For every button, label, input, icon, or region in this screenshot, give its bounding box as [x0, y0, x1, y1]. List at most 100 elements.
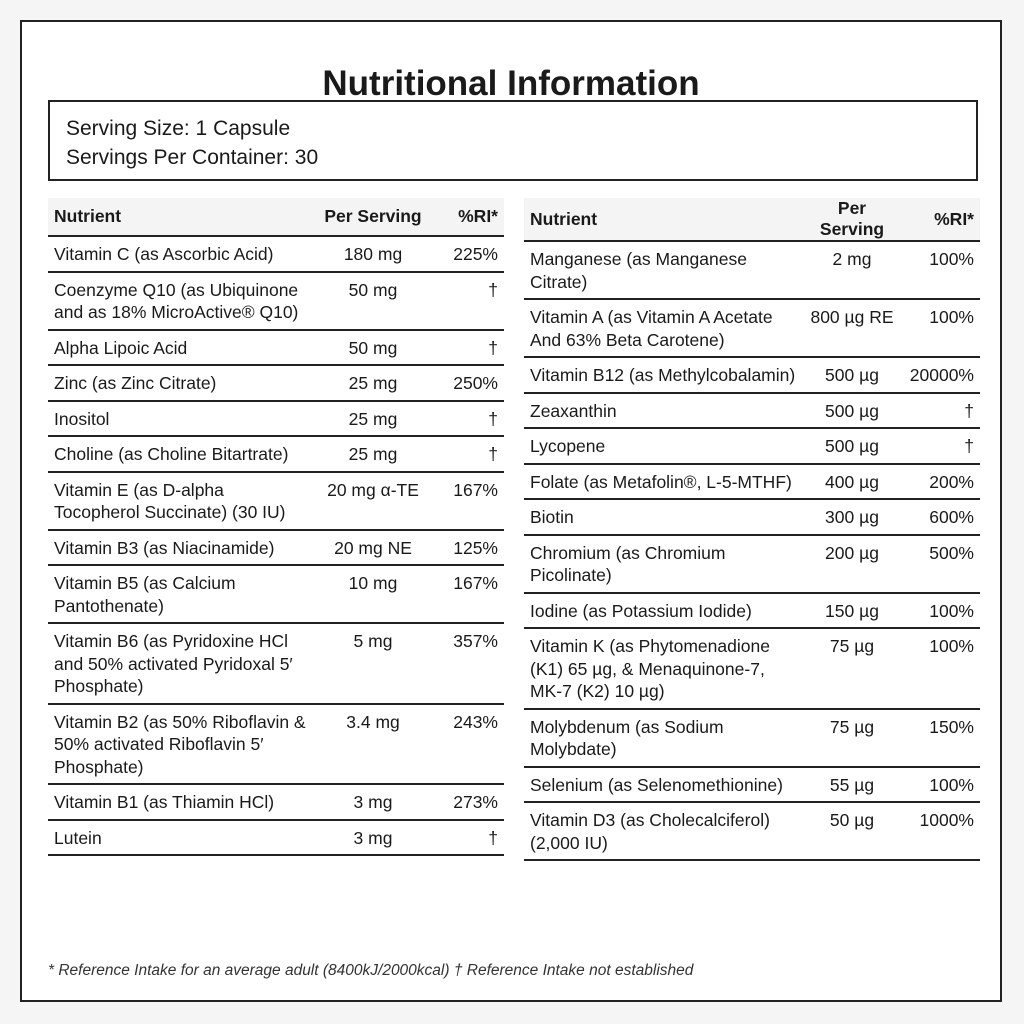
ri-percent: 167%	[428, 471, 504, 531]
nutrient-name: Vitamin B2 (as 50% Riboflavin & 50% acti…	[48, 703, 318, 785]
table-row: Lutein 3 mg †	[48, 819, 504, 856]
nutrient-name: Molybdenum (as Sodium Molybdate)	[524, 708, 804, 768]
ri-percent: 1000%	[900, 802, 980, 861]
ri-percent: 600%	[900, 499, 980, 536]
ri-percent: 273%	[428, 784, 504, 821]
nutrient-table-right: Nutrient Per Serving %RI* Manganese (as …	[524, 198, 980, 861]
per-serving-amount: 55 µg	[804, 766, 900, 803]
table-row: Alpha Lipoic Acid 50 mg †	[48, 329, 504, 366]
table-row: Vitamin K (as Phytomenadione (K1) 65 µg,…	[524, 628, 980, 710]
ri-percent: 100%	[900, 628, 980, 710]
per-serving-amount: 20 mg α-TE	[318, 471, 428, 531]
nutrient-name: Choline (as Choline Bitartrate)	[48, 436, 318, 473]
per-serving-amount: 25 mg	[318, 365, 428, 402]
nutrient-name: Lycopene	[524, 428, 804, 465]
table-row: Vitamin A (as Vitamin A Acetate And 63% …	[524, 299, 980, 358]
per-serving-amount: 75 µg	[804, 708, 900, 768]
per-serving-amount: 800 µg RE	[804, 299, 900, 358]
table-row: Vitamin B12 (as Methylcobalamin) 500 µg 20…	[524, 357, 980, 394]
per-serving-amount: 50 µg	[804, 802, 900, 861]
ri-percent: 100%	[900, 592, 980, 629]
header-ri: %RI*	[900, 198, 980, 242]
header-per-serving: Per Serving	[804, 198, 900, 242]
ri-percent: 100%	[900, 299, 980, 358]
page-title: Nutritional Information	[322, 64, 700, 103]
nutrient-name: Inositol	[48, 400, 318, 437]
per-serving-amount: 500 µg	[804, 428, 900, 465]
ri-percent: †	[428, 329, 504, 366]
per-serving-amount: 3.4 mg	[318, 703, 428, 785]
nutrition-panel: Nutritional Information Serving Size: 1 …	[20, 20, 1002, 1002]
table-row: Lycopene 500 µg †	[524, 428, 980, 465]
nutrient-name: Vitamin B1 (as Thiamin HCl)	[48, 784, 318, 821]
ri-percent: 243%	[428, 703, 504, 785]
table-row: Choline (as Choline Bitartrate) 25 mg †	[48, 436, 504, 473]
table-row: Coenzyme Q10 (as Ubiquinone and as 18% M…	[48, 271, 504, 331]
table-row: Vitamin B6 (as Pyridoxine HCl and 50% ac…	[48, 623, 504, 705]
nutrient-name: Coenzyme Q10 (as Ubiquinone and as 18% M…	[48, 271, 318, 331]
nutrient-name: Vitamin C (as Ascorbic Acid)	[48, 236, 318, 273]
table-row: Iodine (as Potassium Iodide) 150 µg 100%	[524, 592, 980, 629]
per-serving-amount: 20 mg NE	[318, 529, 428, 566]
per-serving-amount: 500 µg	[804, 357, 900, 394]
table-row: Vitamin B2 (as 50% Riboflavin & 50% acti…	[48, 703, 504, 785]
nutrient-name: Vitamin B3 (as Niacinamide)	[48, 529, 318, 566]
table-row: Inositol 25 mg †	[48, 400, 504, 437]
nutrient-name: Manganese (as Manganese Citrate)	[524, 241, 804, 300]
per-serving-amount: 500 µg	[804, 392, 900, 429]
per-serving-amount: 50 mg	[318, 271, 428, 331]
nutrient-name: Zinc (as Zinc Citrate)	[48, 365, 318, 402]
ri-percent: †	[428, 436, 504, 473]
table-row: Molybdenum (as Sodium Molybdate) 75 µg 150…	[524, 708, 980, 768]
nutrient-table-left: Nutrient Per Serving %RI* Vitamin C (as …	[48, 198, 504, 856]
table-row: Vitamin D3 (as Cholecalciferol) (2,000 I…	[524, 802, 980, 861]
header-nutrient: Nutrient	[48, 198, 318, 237]
footnote: * Reference Intake for an average adult …	[48, 962, 694, 979]
nutrient-name: Vitamin K (as Phytomenadione (K1) 65 µg,…	[524, 628, 804, 710]
per-serving-amount: 300 µg	[804, 499, 900, 536]
ri-percent: 167%	[428, 565, 504, 624]
nutrient-name: Iodine (as Potassium Iodide)	[524, 592, 804, 629]
table-row: Vitamin B5 (as Calcium Pantothenate) 10 m…	[48, 565, 504, 624]
nutrient-name: Vitamin E (as D-alpha Tocopherol Succina…	[48, 471, 318, 531]
ri-percent: 225%	[428, 236, 504, 273]
per-serving-amount: 10 mg	[318, 565, 428, 624]
serving-info-box: Serving Size: 1 Capsule Servings Per Con…	[48, 100, 978, 181]
serving-size: Serving Size: 1 Capsule	[66, 117, 291, 140]
per-serving-amount: 5 mg	[318, 623, 428, 705]
nutrient-name: Alpha Lipoic Acid	[48, 329, 318, 366]
table-row: Chromium (as Chromium Picolinate) 200 µg 5…	[524, 534, 980, 594]
nutrient-name: Zeaxanthin	[524, 392, 804, 429]
table-row: Vitamin B1 (as Thiamin HCl) 3 mg 273%	[48, 784, 504, 821]
nutrient-name: Chromium (as Chromium Picolinate)	[524, 534, 804, 594]
ri-percent: 357%	[428, 623, 504, 705]
ri-percent: 125%	[428, 529, 504, 566]
nutrient-name: Vitamin D3 (as Cholecalciferol) (2,000 I…	[524, 802, 804, 861]
ri-percent: †	[900, 428, 980, 465]
table-row: Zinc (as Zinc Citrate) 25 mg 250%	[48, 365, 504, 402]
table-row: Vitamin C (as Ascorbic Acid) 180 mg 225%	[48, 236, 504, 273]
table-header-row: Nutrient Per Serving %RI*	[48, 198, 504, 237]
nutrient-name: Vitamin A (as Vitamin A Acetate And 63% …	[524, 299, 804, 358]
table-row: Biotin 300 µg 600%	[524, 499, 980, 536]
table-row: Zeaxanthin 500 µg †	[524, 392, 980, 429]
ri-percent: †	[428, 271, 504, 331]
ri-percent: 500%	[900, 534, 980, 594]
per-serving-amount: 25 mg	[318, 400, 428, 437]
per-serving-amount: 180 mg	[318, 236, 428, 273]
nutrient-name: Folate (as Metafolin®, L-5-MTHF)	[524, 463, 804, 500]
per-serving-amount: 2 mg	[804, 241, 900, 300]
per-serving-amount: 200 µg	[804, 534, 900, 594]
table-row: Folate (as Metafolin®, L-5-MTHF) 400 µg 20…	[524, 463, 980, 500]
servings-per-container: Servings Per Container: 30	[66, 146, 319, 169]
ri-percent: †	[428, 819, 504, 856]
header-ri: %RI*	[428, 198, 504, 237]
header-per-serving: Per Serving	[318, 198, 428, 237]
ri-percent: 100%	[900, 241, 980, 300]
table-row: Vitamin B3 (as Niacinamide) 20 mg NE 125%	[48, 529, 504, 566]
per-serving-amount: 3 mg	[318, 784, 428, 821]
per-serving-amount: 400 µg	[804, 463, 900, 500]
ri-percent: 20000%	[900, 357, 980, 394]
header-nutrient: Nutrient	[524, 198, 804, 242]
nutrient-name: Vitamin B6 (as Pyridoxine HCl and 50% ac…	[48, 623, 318, 705]
